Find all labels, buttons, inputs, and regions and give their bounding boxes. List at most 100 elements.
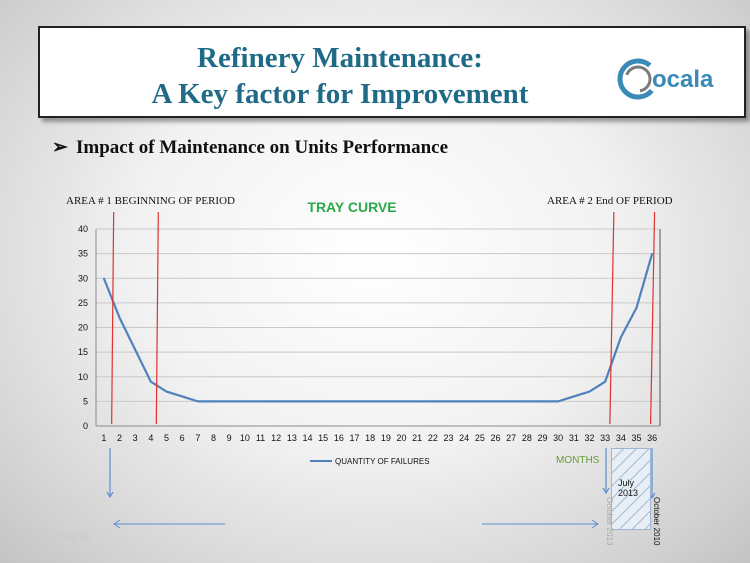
july-2013-label: July 2013 bbox=[618, 478, 638, 498]
y-tick-label: 25 bbox=[78, 298, 88, 308]
series-point bbox=[322, 400, 324, 402]
x-tick-label: 13 bbox=[287, 433, 297, 443]
series-point bbox=[510, 400, 512, 402]
x-tick-label: 18 bbox=[365, 433, 375, 443]
x-tick-label: 19 bbox=[381, 433, 391, 443]
area-2-label: AREA # 2 End OF PERIOD bbox=[547, 195, 673, 207]
y-tick-label: 30 bbox=[78, 273, 88, 283]
annotation-arrows bbox=[106, 448, 656, 529]
series-point bbox=[353, 400, 356, 402]
period-marker-line bbox=[609, 211, 615, 425]
y-tick-label: 10 bbox=[78, 372, 88, 382]
period-marker-line bbox=[650, 211, 656, 425]
x-tick-label: 5 bbox=[164, 433, 169, 443]
x-tick-label: 15 bbox=[318, 433, 328, 443]
x-tick-label: 35 bbox=[631, 433, 641, 443]
series-point bbox=[259, 400, 262, 402]
x-tick-label: 36 bbox=[647, 433, 657, 443]
series-point bbox=[447, 400, 450, 402]
slide-footer: July 10 bbox=[60, 532, 90, 543]
x-tick-label: 33 bbox=[600, 433, 610, 443]
x-tick-label: 25 bbox=[475, 433, 485, 443]
series-point bbox=[463, 400, 465, 402]
series-point bbox=[181, 395, 183, 398]
x-tick-label: 24 bbox=[459, 433, 469, 443]
series-point bbox=[228, 400, 230, 402]
series-point bbox=[541, 400, 544, 402]
axes bbox=[95, 229, 661, 427]
bullet-heading: ➢ Impact of Maintenance on Units Performa… bbox=[52, 136, 448, 159]
series-point bbox=[103, 277, 105, 279]
x-tick-label: 27 bbox=[506, 433, 516, 443]
x-tick-label: 11 bbox=[256, 433, 265, 443]
x-tick-label: 2 bbox=[117, 433, 122, 443]
series-point bbox=[275, 400, 277, 402]
x-tick-label: 14 bbox=[302, 433, 312, 443]
title-line-1: Refinery Maintenance: bbox=[197, 42, 483, 74]
series-point bbox=[306, 400, 309, 402]
y-tick-label: 20 bbox=[78, 323, 88, 333]
july-text: July bbox=[618, 478, 635, 488]
series-point bbox=[620, 336, 622, 338]
series-point bbox=[291, 400, 293, 402]
arrow-bullet-icon: ➢ bbox=[52, 137, 68, 158]
x-tick-label: 28 bbox=[522, 433, 532, 443]
legend-label: QUANTITY OF FAILURES bbox=[335, 457, 430, 466]
series-point bbox=[494, 400, 497, 402]
x-tick-label: 34 bbox=[616, 433, 626, 443]
x-tick-label: 31 bbox=[569, 433, 579, 443]
x-tick-label: 4 bbox=[148, 433, 153, 443]
october-2013-label: October 2013 bbox=[605, 497, 614, 546]
y-tick-label: 35 bbox=[78, 249, 88, 259]
period-marker-line bbox=[111, 211, 115, 425]
series-point bbox=[134, 349, 136, 351]
x-tick-label: 6 bbox=[180, 433, 185, 443]
series-point bbox=[635, 307, 638, 309]
title-box: Refinery Maintenance: A Key factor for I… bbox=[38, 26, 746, 118]
series-point bbox=[588, 390, 591, 393]
x-tick-label: 26 bbox=[490, 433, 500, 443]
down-arrow-left-head bbox=[106, 491, 114, 499]
x-tick-label: 9 bbox=[227, 433, 232, 443]
ocala-logo: ocala bbox=[616, 50, 736, 108]
series-line bbox=[102, 253, 654, 403]
series-point bbox=[338, 400, 340, 402]
series-point bbox=[212, 400, 215, 402]
series-point bbox=[165, 390, 168, 393]
x-tick-label: 22 bbox=[428, 433, 438, 443]
series-point bbox=[369, 400, 371, 402]
months-label: MONTHS bbox=[556, 455, 600, 466]
series-point bbox=[651, 253, 653, 255]
vertical-markers bbox=[111, 211, 656, 425]
bullet-text: Impact of Maintenance on Units Performan… bbox=[76, 137, 449, 158]
series-point bbox=[432, 400, 434, 402]
series-point bbox=[244, 400, 246, 402]
logo-text: ocala bbox=[652, 66, 714, 93]
legend: QUANTITY OF FAILURES bbox=[310, 457, 430, 466]
series-point bbox=[557, 400, 559, 402]
x-tick-label: 1 bbox=[101, 433, 106, 443]
x-tick-label: 30 bbox=[553, 433, 563, 443]
series-point bbox=[573, 395, 575, 398]
x-axis-ticks: 1 2 3 4 5 6 7 8 9 10 11 12 13 14 15 16 17 18 19 20 21 22 23 24 2… bbox=[101, 433, 657, 443]
series-point bbox=[385, 400, 387, 402]
y-tick-label: 40 bbox=[78, 224, 88, 234]
y-tick-label: 15 bbox=[78, 347, 88, 357]
right-arrow-head bbox=[591, 519, 599, 529]
slide-title: Refinery Maintenance: A Key factor for I… bbox=[40, 40, 640, 112]
period-marker-line bbox=[155, 211, 159, 425]
x-tick-label: 10 bbox=[240, 433, 250, 443]
left-arrow-head bbox=[113, 519, 121, 529]
y-axis-ticks: 0 5 10 15 20 25 30 35 40 bbox=[78, 224, 88, 431]
series-point bbox=[479, 400, 481, 402]
x-tick-label: 21 bbox=[412, 433, 422, 443]
x-tick-label: 32 bbox=[584, 433, 594, 443]
chart-title: TRAY CURVE bbox=[307, 199, 396, 215]
x-tick-label: 8 bbox=[211, 433, 216, 443]
x-tick-label: 7 bbox=[195, 433, 200, 443]
x-tick-label: 20 bbox=[396, 433, 406, 443]
date-range-box bbox=[611, 448, 651, 530]
x-tick-label: 16 bbox=[334, 433, 344, 443]
series-point bbox=[197, 400, 199, 402]
